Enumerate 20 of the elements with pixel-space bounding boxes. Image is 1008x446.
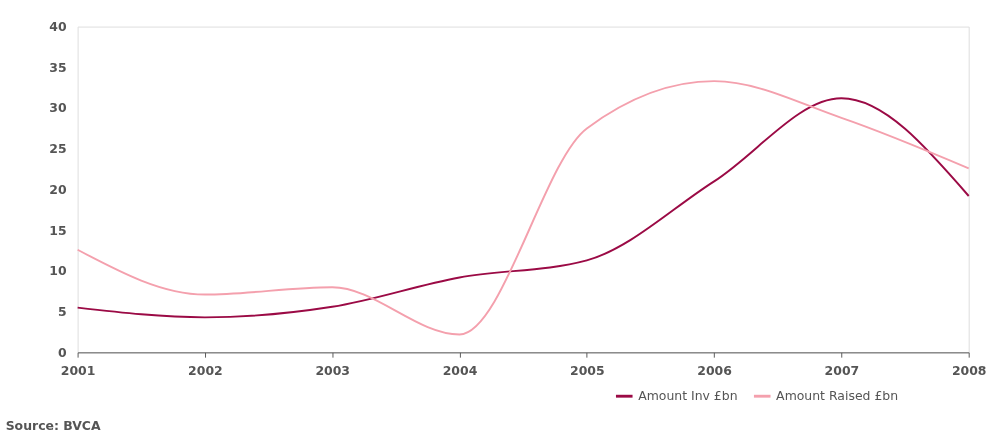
y-tick-label: 30 [49,100,67,116]
x-tick-label: 2002 [188,362,223,378]
y-tick-label: 40 [49,18,67,34]
legend-label: Amount Inv £bn [638,388,738,404]
source-note: Source: BVCA [5,417,101,433]
x-tick-label: 2007 [824,362,860,378]
x-tick-label: 2006 [697,362,732,378]
y-tick-label: 25 [49,141,67,157]
y-tick-label: 35 [49,59,67,75]
y-tick-label: 10 [49,263,67,279]
y-tick-label: 5 [57,303,67,319]
y-tick-label: 15 [49,222,67,238]
x-tick-label: 2001 [60,362,96,378]
x-tick-label: 2005 [569,362,605,378]
x-tick-label: 2008 [951,362,987,378]
y-tick-label: 20 [49,181,67,197]
y-tick-label: 0 [57,344,67,360]
legend-label: Amount Raised £bn [776,388,899,404]
x-tick-label: 2004 [442,362,478,378]
x-tick-label: 2003 [315,362,350,378]
